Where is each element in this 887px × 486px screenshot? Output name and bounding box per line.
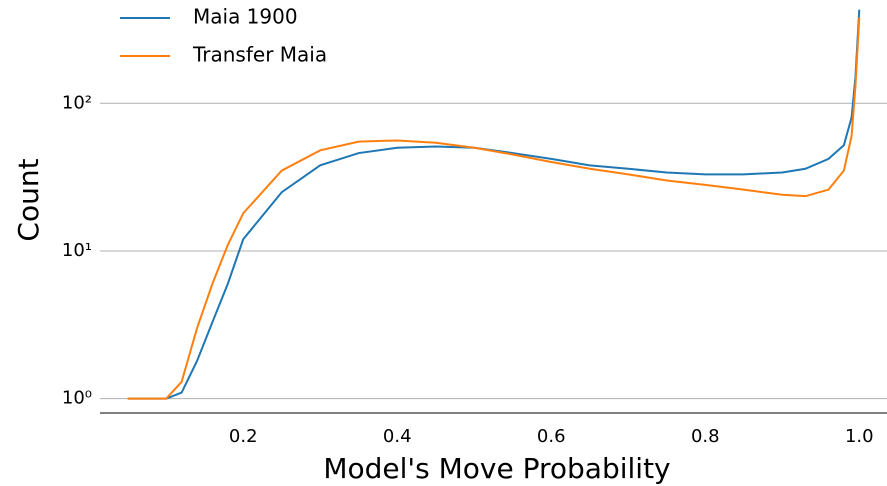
legend-label: Maia 1900 — [193, 5, 298, 29]
y-tick-label: 10⁰ — [62, 388, 92, 409]
x-tick-label: 0.4 — [383, 426, 412, 447]
y-tick-label: 10¹ — [62, 240, 92, 261]
x-tick-label: 0.8 — [691, 426, 720, 447]
x-axis-label: Model's Move Probability — [323, 452, 670, 485]
x-tick-label: 0.6 — [537, 426, 566, 447]
legend-label: Transfer Maia — [192, 43, 327, 67]
x-tick-label: 1.0 — [845, 426, 874, 447]
series-line — [127, 9, 861, 400]
y-axis-label: Count — [12, 158, 45, 241]
y-tick-label: 10² — [62, 92, 92, 113]
series-line — [127, 17, 861, 400]
x-tick-label: 0.2 — [229, 426, 258, 447]
